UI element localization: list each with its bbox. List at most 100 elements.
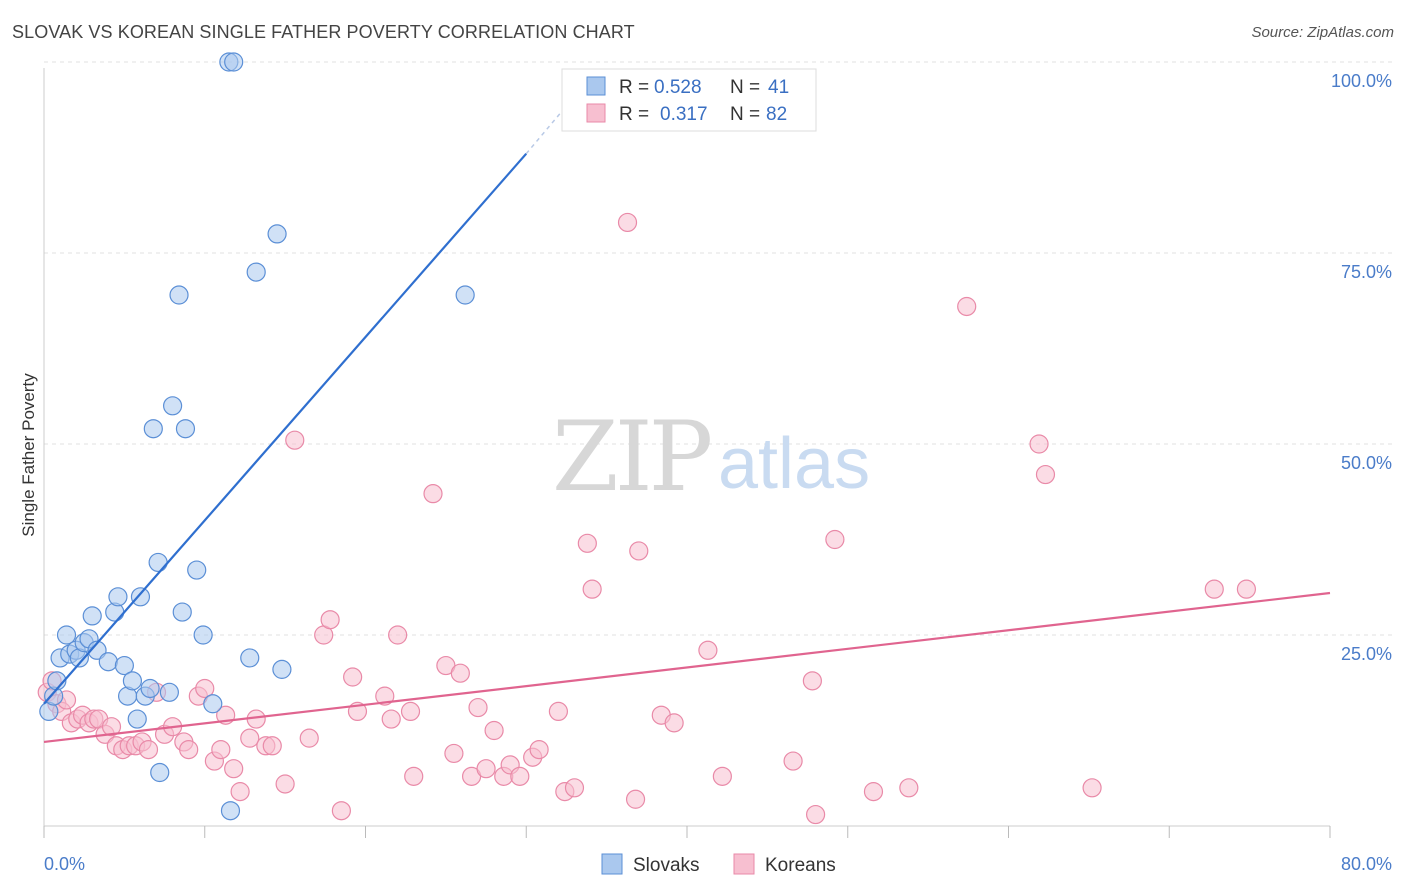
korean-point (1029, 434, 1049, 454)
korean-point (138, 739, 159, 760)
legend-r-value-koreans: 0.317 (660, 104, 708, 125)
bottom-legend-swatch-slovaks (601, 853, 623, 875)
y-tick-label: 100.0% (1331, 71, 1392, 91)
slovak-point (108, 587, 128, 607)
korean-point (783, 751, 803, 771)
gridlines (44, 61, 1392, 636)
korean-point (582, 579, 602, 599)
source-label: Source: ZipAtlas.com (1251, 24, 1394, 41)
korean-point (1035, 464, 1056, 485)
korean-point (285, 430, 305, 450)
korean-point (1204, 579, 1224, 599)
y-tick-label: 75.0% (1341, 262, 1392, 282)
slovak-point (140, 678, 160, 699)
y-axis-title: Single Father Poverty (19, 373, 38, 537)
slovak-point (143, 419, 163, 439)
slovak-point (187, 560, 207, 580)
slovak-point (114, 655, 134, 676)
korean-point (548, 701, 569, 722)
slovak-point (455, 285, 475, 305)
korean-point (423, 484, 443, 504)
korean-point (863, 782, 884, 802)
slovak-point (163, 396, 183, 416)
korean-point (468, 697, 488, 718)
korean-point (262, 736, 282, 756)
legend-n-value-slovaks: 41 (768, 77, 789, 98)
korean-point (629, 541, 649, 561)
legend-r-label-slovaks: R = (619, 77, 649, 98)
slovak-point (130, 587, 151, 607)
slovak-point (82, 606, 102, 626)
y-tick-label: 50.0% (1341, 453, 1392, 473)
korean-point (484, 720, 504, 741)
korean-point (101, 717, 122, 737)
legend-n-label-koreans: N = (730, 104, 760, 125)
watermark-zip: ZIP (552, 401, 711, 513)
slovak-point (56, 625, 77, 645)
legend-n-value-koreans: 82 (766, 104, 787, 125)
legend-r-label-koreans: R = (619, 104, 649, 125)
korean-point (476, 759, 496, 779)
slovak-point (203, 694, 223, 714)
korean-point (230, 782, 250, 802)
korean-point (404, 766, 424, 786)
korean-trend-line (43, 591, 1331, 744)
korean-point (957, 296, 977, 317)
slovak-point (98, 652, 118, 672)
korean-point (529, 739, 549, 760)
slovak-point (224, 52, 244, 72)
chart-title: SLOVAK VS KOREAN SINGLE FATHER POVERTY C… (12, 22, 635, 42)
slovak-point (169, 285, 189, 305)
korean-point (617, 212, 638, 233)
x-axis-ticks (43, 826, 1331, 838)
korean-point (320, 610, 340, 630)
slovak-point (150, 762, 170, 783)
korean-points (37, 212, 1257, 825)
slovak-point (193, 625, 213, 645)
x-tick-label-max: 80.0% (1341, 854, 1392, 874)
slovak-point (175, 419, 196, 439)
korean-point (444, 743, 464, 764)
watermark-atlas: atlas (718, 424, 870, 504)
korean-point (450, 663, 470, 683)
slovak-point (159, 682, 179, 702)
slovak-point (240, 648, 260, 668)
korean-point (564, 778, 585, 798)
korean-point (275, 774, 295, 794)
korean-point (400, 701, 421, 722)
bottom-legend-label-slovaks: Slovaks (633, 855, 700, 876)
korean-point (240, 728, 260, 748)
legend-n-label-slovaks: N = (730, 77, 760, 98)
slovak-point (246, 262, 266, 282)
korean-point (381, 709, 401, 729)
y-tick-label: 25.0% (1341, 644, 1392, 664)
korean-point (577, 533, 597, 553)
korean-point (224, 759, 244, 779)
korean-point (375, 686, 395, 706)
slovak-point (220, 801, 241, 821)
korean-point (664, 713, 684, 733)
slovak-point (122, 671, 143, 691)
korean-point (899, 778, 919, 798)
legend-swatch-koreans (586, 103, 606, 123)
bottom-legend: Slovaks Koreans (601, 853, 836, 876)
legend: R = 0.528 N = 41 R = 0.317 N = 82 (561, 68, 817, 132)
korean-point (195, 678, 215, 699)
slovak-point (172, 602, 192, 622)
korean-point (625, 789, 646, 809)
korean-point (331, 801, 351, 821)
korean-point (1236, 579, 1257, 599)
x-tick-label-min: 0.0% (44, 854, 85, 874)
legend-swatch-slovaks (586, 76, 606, 96)
slovak-point (272, 659, 292, 679)
slovak-trend-line (43, 152, 528, 705)
bottom-legend-swatch-koreans (733, 853, 755, 875)
legend-r-value-slovaks: 0.528 (654, 77, 702, 98)
slovak-point (148, 552, 168, 573)
korean-point (802, 671, 822, 691)
korean-point (299, 728, 319, 748)
slovak-point (127, 709, 147, 729)
slovak-point (267, 224, 287, 244)
korean-point (805, 804, 826, 825)
